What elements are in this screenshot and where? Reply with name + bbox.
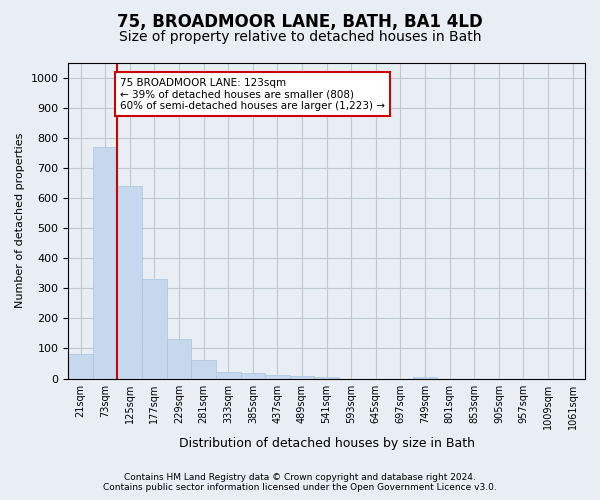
Text: Contains HM Land Registry data © Crown copyright and database right 2024.
Contai: Contains HM Land Registry data © Crown c… [103, 473, 497, 492]
Bar [241, 373, 265, 378]
Text: 75 BROADMOOR LANE: 123sqm
← 39% of detached houses are smaller (808)
60% of semi: 75 BROADMOOR LANE: 123sqm ← 39% of detac… [120, 78, 385, 111]
Y-axis label: Number of detached properties: Number of detached properties [15, 133, 25, 308]
Bar [93, 147, 118, 378]
X-axis label: Distribution of detached houses by size in Bath: Distribution of detached houses by size … [179, 437, 475, 450]
Bar [413, 376, 437, 378]
Bar [314, 377, 339, 378]
Bar [118, 186, 142, 378]
Bar [142, 279, 167, 378]
Bar [167, 340, 191, 378]
Text: 75, BROADMOOR LANE, BATH, BA1 4LD: 75, BROADMOOR LANE, BATH, BA1 4LD [117, 12, 483, 30]
Bar [265, 375, 290, 378]
Text: Size of property relative to detached houses in Bath: Size of property relative to detached ho… [119, 30, 481, 44]
Bar [191, 360, 216, 378]
Bar [68, 354, 93, 378]
Bar [290, 376, 314, 378]
Bar [216, 372, 241, 378]
